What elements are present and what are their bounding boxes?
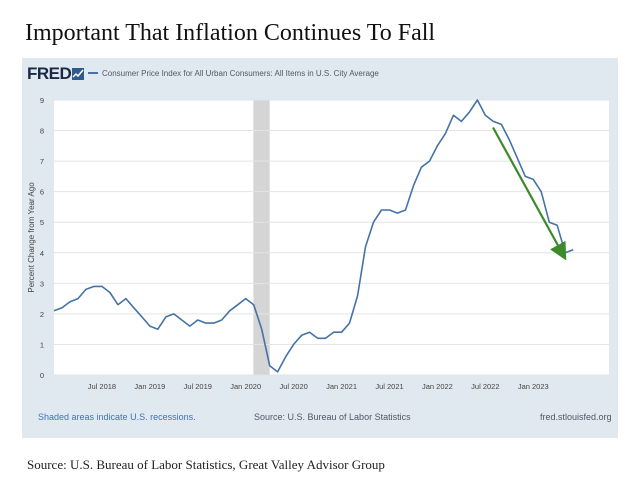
x-tick-label-6: Jul 2021	[375, 382, 403, 391]
x-tick-label-1: Jan 2019	[134, 382, 165, 391]
y-tick-label-6: 6	[40, 188, 44, 197]
legend-line-swatch	[88, 72, 98, 74]
y-tick-label-3: 3	[40, 279, 44, 288]
y-tick-label-8: 8	[40, 127, 44, 136]
fred-logo-text: FRED	[27, 64, 72, 83]
x-tick-label-2: Jul 2019	[184, 382, 212, 391]
x-tick-label-0: Jul 2018	[88, 382, 116, 391]
y-tick-label-5: 5	[40, 218, 44, 227]
plot-area	[54, 100, 609, 375]
x-tick-label-5: Jan 2021	[326, 382, 357, 391]
x-tick-label-4: Jul 2020	[279, 382, 307, 391]
fred-logo[interactable]: FRED	[27, 64, 85, 84]
x-tick-label-3: Jan 2020	[230, 382, 261, 391]
x-tick-label-9: Jan 2023	[518, 382, 549, 391]
chart-legend: Consumer Price Index for All Urban Consu…	[88, 69, 379, 78]
x-tick-label-7: Jan 2022	[422, 382, 453, 391]
series-line-0	[53, 99, 574, 373]
y-tick-label-0: 0	[40, 371, 44, 380]
y-axis-label: Percent Change from Year Ago	[27, 182, 36, 293]
chart-source-note: Source: U.S. Bureau of Labor Statistics	[254, 412, 411, 422]
slide-source: Source: U.S. Bureau of Labor Statistics,…	[27, 457, 385, 472]
recession-note-link[interactable]: Shaded areas indicate U.S. recessions.	[38, 412, 196, 422]
slide-title: Important That Inflation Continues To Fa…	[25, 20, 436, 46]
fred-chart-icon	[72, 68, 85, 80]
x-tick-label-8: Jul 2022	[471, 382, 499, 391]
y-tick-label-1: 1	[40, 340, 44, 349]
y-tick-label-7: 7	[40, 157, 44, 166]
fred-site-link[interactable]: fred.stlouisfed.org	[540, 412, 612, 422]
y-tick-label-4: 4	[40, 249, 44, 258]
y-tick-label-9: 9	[40, 96, 44, 105]
trend-arrow-0	[492, 126, 567, 261]
legend-label: Consumer Price Index for All Urban Consu…	[102, 69, 379, 78]
y-tick-label-2: 2	[40, 310, 44, 319]
recession-band-0	[253, 100, 270, 375]
